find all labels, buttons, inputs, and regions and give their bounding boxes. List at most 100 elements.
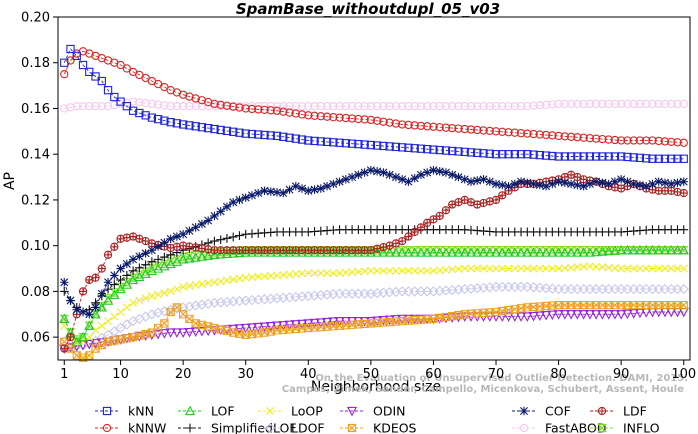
data-point-knnw (316, 112, 325, 121)
data-point-fastabod (178, 102, 188, 111)
data-point-cof (648, 179, 657, 189)
data-point-knnw (473, 125, 482, 135)
data-point-ldof (678, 283, 689, 295)
data-point-loop (172, 285, 181, 294)
data-point-cof (285, 185, 294, 194)
data-point-odin (309, 318, 320, 329)
data-point-ldf (78, 287, 88, 296)
data-point-knn (85, 67, 94, 77)
data-point-lof (115, 283, 126, 294)
series-knnw (60, 47, 688, 147)
data-point-odin (284, 320, 295, 331)
data-point-cof (660, 178, 670, 187)
data-point-odin (515, 312, 527, 322)
data-point-knnw (385, 118, 394, 127)
data-point-cof (579, 182, 588, 191)
data-point-knn (60, 58, 69, 67)
data-point-fastabod (516, 102, 526, 111)
data-point-cof (210, 211, 219, 221)
data-point-ldof (522, 281, 533, 293)
data-point-ldf (97, 264, 106, 273)
data-point-loop (579, 262, 588, 271)
data-point-loop (510, 264, 519, 273)
series-fastabod (60, 97, 688, 113)
data-point-loop (529, 264, 538, 273)
data-point-lof (178, 254, 189, 264)
data-point-lof (152, 263, 164, 273)
data-point-lof (359, 247, 370, 257)
data-point-fastabod (147, 99, 157, 109)
data-point-cof (329, 179, 338, 189)
data-point-knnw (398, 120, 407, 129)
data-point-cof (523, 178, 532, 187)
data-point-odin (65, 343, 76, 353)
x-tick-label: 1 (60, 367, 68, 382)
legend-label-odin: ODIN (373, 404, 406, 419)
legend-item-loop: LoOP (258, 404, 323, 419)
data-point-knn (72, 51, 81, 61)
data-point-lof (240, 247, 251, 257)
data-point-odin (534, 311, 545, 321)
data-point-knnw (579, 133, 588, 142)
y-tick-label: 0.20 (21, 11, 50, 26)
data-point-fastabod (404, 102, 413, 111)
data-point-knnw (642, 136, 651, 145)
data-point-lof (540, 247, 552, 257)
data-point-fastabod (172, 102, 182, 111)
data-point-cof (422, 168, 432, 177)
data-point-fastabod (398, 102, 407, 111)
data-point-fastabod (579, 99, 588, 109)
data-point-odin (334, 316, 345, 327)
data-point-knn (516, 150, 526, 159)
data-point-fastabod (347, 102, 357, 111)
data-point-loop (141, 294, 150, 303)
data-point-loop (379, 266, 388, 275)
x-tick-label: 70 (488, 367, 505, 382)
data-point-lof (415, 247, 427, 257)
data-point-loop (535, 264, 544, 273)
data-point-ldof (115, 322, 126, 334)
data-point-lof (102, 295, 114, 305)
data-point-ldf (66, 332, 75, 342)
data-point-loop (542, 264, 551, 273)
data-point-odin (465, 312, 477, 322)
data-point-cof (410, 174, 419, 183)
data-point-loop (441, 265, 450, 274)
data-point-loop (60, 321, 69, 330)
data-point-cof (591, 177, 601, 186)
data-point-ldf (91, 273, 100, 282)
data-point-loop (629, 264, 638, 273)
data-point-loop (241, 273, 250, 282)
data-point-loop (154, 290, 163, 299)
data-point-fastabod (266, 102, 275, 111)
data-point-knn (116, 97, 125, 106)
data-point-cof (347, 172, 357, 182)
data-point-cof (172, 232, 182, 241)
data-point-fastabod (591, 99, 601, 109)
data-point-loop (423, 266, 432, 275)
data-point-cof (385, 170, 394, 179)
data-point-knn (204, 123, 213, 133)
data-point-odin (622, 309, 633, 320)
data-point-knn (523, 150, 532, 159)
data-point-simplifiedlof (210, 236, 219, 246)
data-point-knn (335, 138, 344, 147)
data-point-odin (234, 324, 245, 334)
data-point-odin (490, 312, 502, 322)
data-point-knn (591, 152, 601, 161)
data-point-knnw (660, 137, 670, 146)
data-point-cof (304, 186, 313, 195)
data-point-loop (160, 288, 169, 297)
data-point-knn (147, 113, 157, 122)
data-point-odin (616, 310, 627, 320)
data-point-cof (510, 179, 519, 189)
data-point-lof (572, 247, 583, 257)
legend-label-kdeos: KDEOS (373, 421, 417, 434)
data-point-lof (609, 245, 621, 255)
data-point-lof (678, 244, 689, 255)
data-point-loop (97, 321, 106, 330)
data-point-cof (585, 179, 595, 189)
data-point-cof (272, 188, 282, 197)
data-point-loop (429, 266, 438, 275)
data-point-fastabod (498, 102, 507, 111)
